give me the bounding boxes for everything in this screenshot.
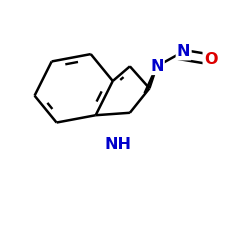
Text: N: N [150,59,164,74]
Text: N: N [177,44,190,59]
Text: O: O [204,52,217,66]
Text: NH: NH [104,137,131,152]
